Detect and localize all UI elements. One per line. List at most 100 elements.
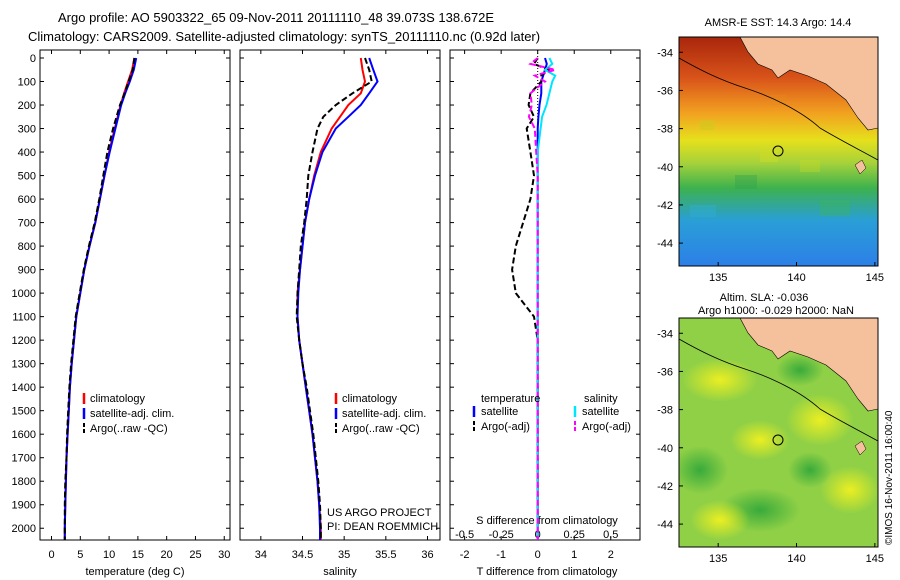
legend-satellite: satellite-adj. clim. [90,408,174,420]
figure-title-line2: Climatology: CARS2009. Satellite-adjuste… [28,29,540,44]
salinity-x-ticks: 34 34.5 35 35.5 36 [255,50,434,561]
x-tick-label: 34.5 [292,549,313,561]
difference-xlabel-top: S difference from climatology [476,515,618,527]
depth-tick-label: 1400 [12,382,36,394]
salinity-legend: climatology satellite-adj. clim. Argo(..… [327,393,438,533]
sla-land [739,318,878,412]
salinity-series [295,57,379,540]
x-tick-label-top: 0.25 [564,529,585,541]
x-tick-label: 34 [255,549,267,561]
lon-tick-label: 145 [866,553,884,565]
legend-temp-satellite: satellite [481,406,518,418]
argo-location-marker [772,145,784,157]
lon-tick-label: 135 [709,272,727,284]
lat-tick-label: -40 [657,443,673,455]
depth-axis: 0 100 200 300 400 500 600 700 800 900 1000 1100 1200… [12,53,640,535]
lat-tick-label: -40 [657,162,673,174]
credit-pi: PI: DEAN ROEMMICH [327,521,438,533]
figure-title-line1: Argo profile: AO 5903322_65 09-Nov-2011 … [58,10,494,25]
depth-tick-label: 1300 [12,359,36,371]
lat-tick-label: -38 [657,124,673,136]
depth-tick-label: 1500 [12,406,36,418]
x-tick-label-top: 0.5 [603,529,618,541]
series-argo-raw-qc- [295,57,373,540]
series-satellite-adj-clim- [296,57,379,540]
legend-sal-title: salinity [584,393,618,405]
depth-tick-label: 700 [18,218,36,230]
sst-map-title: AMSR-E SST: 14.3 Argo: 14.4 [705,17,852,29]
temperature-panel [39,49,231,541]
x-tick-label: 0 [48,549,54,561]
legend-argo: Argo(..raw -QC) [342,423,420,435]
legend-sal-satellite: satellite [582,406,619,418]
sla-map-title2: Argo h1000: -0.029 h2000: NaN [698,305,854,317]
legend-temp-title: temperature [481,393,540,405]
x-tick-label-top: -0.25 [489,529,514,541]
salinity-xlabel: salinity [323,566,357,578]
difference-series [511,50,560,540]
x-tick-label: 30 [218,549,230,561]
temperature-x-ticks: 0 5 10 15 20 25 30 [48,50,230,561]
sla-map-title1: Altim. SLA: -0.036 [720,292,809,304]
legend-satellite: satellite-adj. clim. [342,408,426,420]
difference-legend: temperature salinity satellite Argo(-adj… [472,393,631,433]
depth-tick-label: 300 [18,124,36,136]
temperature-xlabel: temperature (deg C) [85,566,184,578]
x-tick-label: 36 [421,549,433,561]
x-tick-label: 35.5 [375,549,396,561]
lat-tick-label: -36 [657,366,673,378]
x-tick-label: -2 [460,549,470,561]
legend-climatology: climatology [342,393,398,405]
x-tick-label: 0 [535,549,541,561]
lat-tick-label: -42 [657,481,673,493]
difference-xlabel: T difference from climatology [477,566,618,578]
depth-tick-label: 1600 [12,429,36,441]
depth-tick-label: 200 [18,100,36,112]
x-tick-label-top: -0.5 [455,529,474,541]
credit-project: US ARGO PROJECT [327,507,432,519]
depth-tick-label: 400 [18,147,36,159]
sst-map-ticks: -34 -36 -38 -40 -42 -44 135 140 145 [657,47,884,284]
x-tick-label: 2 [608,549,614,561]
lat-tick-label: -36 [657,85,673,97]
legend-climatology: climatology [90,393,146,405]
sla-map-ticks: -34 -36 -38 -40 -42 -44 135 140 145 [657,328,884,565]
lon-tick-label: 140 [787,272,805,284]
sla-map [679,318,878,547]
temperature-series [63,57,138,540]
depth-tick-label: 2000 [12,523,36,535]
depth-tick-label: 100 [18,77,36,89]
argo-location-marker [772,434,784,446]
depth-tick-label: 900 [18,265,36,277]
depth-tick-label: 1900 [12,500,36,512]
lon-tick-label: 145 [866,272,884,284]
lat-tick-label: -44 [657,519,673,531]
salinity-panel [239,49,441,541]
depth-tick-label: 1200 [12,335,36,347]
legend-argo: Argo(..raw -QC) [90,423,168,435]
sst-map [679,37,878,266]
depth-tick-label: 800 [18,241,36,253]
x-tick-label: 20 [161,549,173,561]
lon-tick-label: 135 [709,553,727,565]
lat-tick-label: -34 [657,47,673,59]
series-salinity-argo-adj- [527,57,560,540]
difference-panel [449,49,641,541]
x-tick-label: 25 [189,549,201,561]
sst-land [739,37,878,131]
depth-tick-label: 0 [30,53,36,65]
imos-watermark: ©IMOS 16-Nov-2011 16:00:40 [884,410,895,545]
depth-tick-label: 500 [18,171,36,183]
series-argo-raw-qc- [63,57,136,540]
lat-tick-label: -38 [657,405,673,417]
lat-tick-label: -42 [657,200,673,212]
x-tick-label: 35 [338,549,350,561]
legend-temp-argo: Argo(-adj) [481,421,530,433]
lat-tick-label: -34 [657,328,673,340]
temperature-legend: climatology satellite-adj. clim. Argo(..… [82,393,174,435]
depth-tick-label: 1700 [12,453,36,465]
depth-tick-label: 1100 [12,312,36,324]
x-tick-label: 5 [77,549,83,561]
x-tick-label: 1 [571,549,577,561]
